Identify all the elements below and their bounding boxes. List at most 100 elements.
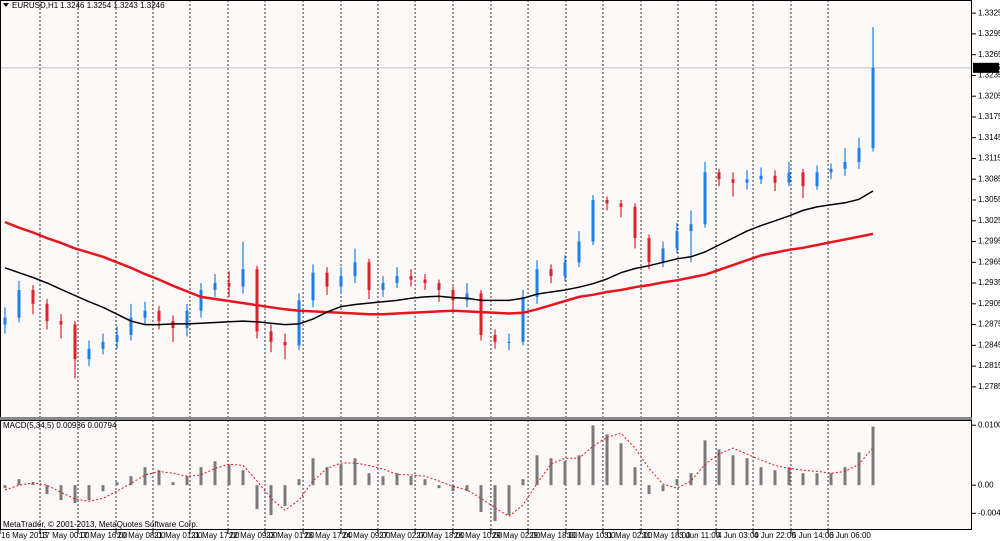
y-tick-label: 1.3205 (978, 91, 1000, 100)
candle-body (3, 317, 7, 325)
candle-body (157, 310, 161, 322)
moving-average (4, 220, 874, 316)
histogram-bar (759, 467, 763, 486)
histogram-bar (717, 449, 721, 486)
histogram-bar (857, 452, 861, 486)
candle-body (73, 324, 77, 360)
histogram-bar (605, 434, 609, 486)
y-tick-label: 1.3235 (978, 71, 1000, 80)
candle-body (717, 172, 721, 180)
x-tick-label: 6 Jun 06:00 (829, 531, 871, 540)
candle-body (563, 262, 567, 277)
candle-body (241, 269, 245, 287)
candle-body (605, 200, 609, 204)
histogram-bar (31, 482, 35, 486)
histogram-bar (731, 455, 735, 486)
histogram-bar (129, 476, 133, 486)
candle-body (521, 296, 525, 342)
candle-body (297, 300, 301, 346)
y-tick-label: 1.3025 (978, 216, 1000, 225)
candle-body (535, 269, 539, 297)
candle-body (759, 175, 763, 180)
histogram-bar (633, 467, 637, 486)
candle-body (311, 272, 315, 301)
histogram-bar (703, 440, 707, 486)
histogram-bar (45, 485, 49, 495)
histogram-bar (647, 485, 651, 495)
histogram-bar (241, 470, 245, 486)
y-tick-label: 1.3265 (978, 50, 1000, 59)
candle-body (339, 276, 343, 287)
histogram-bar (101, 485, 105, 492)
candle-body (619, 203, 623, 207)
histogram-bar (395, 473, 399, 486)
candle-body (17, 289, 21, 318)
candle-body (507, 341, 511, 343)
candle-body (493, 334, 497, 342)
histogram-bar (367, 473, 371, 486)
histogram-bar (773, 470, 777, 486)
x-tick-label: 17 May 00:00 (41, 531, 90, 540)
histogram-bar (339, 464, 343, 486)
histogram-bar (227, 464, 231, 486)
candle-body (353, 262, 357, 277)
candle-body (689, 224, 693, 232)
y-tick-label: 1.3175 (978, 112, 1000, 121)
y-tick-label: 1.3115 (978, 154, 1000, 163)
candle-body (745, 179, 749, 183)
x-tick-label: 20 May 08:00 (117, 531, 166, 540)
candle-body (675, 231, 679, 249)
histogram-bar (283, 485, 287, 507)
histogram-bar (815, 473, 819, 486)
x-tick-label: 31 May 02:00 (604, 531, 653, 540)
y-tick-label: 1.2845 (978, 340, 1000, 349)
x-tick-label: 31 May 18:00 (642, 531, 691, 540)
x-tick-label: 30 May 10:00 (567, 531, 616, 540)
candle-body (801, 172, 805, 187)
candle-body (87, 348, 91, 360)
histogram-bar (745, 458, 749, 486)
candle-body (549, 269, 553, 277)
price-tag-label: 1.3246 (976, 63, 1000, 72)
candle-body (647, 238, 651, 263)
chart-title: EURUSD,H1 (12, 1, 59, 10)
y-tick-label: 1.2785 (978, 382, 1000, 391)
histogram-bar (17, 479, 21, 486)
histogram-bar (451, 485, 455, 492)
histogram-bar (829, 473, 833, 486)
histogram-bar (381, 476, 385, 486)
candle-body (283, 341, 287, 346)
histogram-bar (535, 455, 539, 486)
histogram-bar (409, 476, 413, 486)
histogram-bar (563, 461, 567, 486)
candle-body (45, 303, 49, 322)
x-tick-label: 21 May 17:00 (191, 531, 240, 540)
candle-body (479, 293, 483, 335)
x-tick-label: 22 May 09:00 (229, 531, 278, 540)
x-tick-label: 29 May 02:00 (492, 531, 541, 540)
candle-body (731, 179, 735, 183)
histogram-bar (549, 458, 553, 486)
candle-body (129, 317, 133, 335)
candle-body (815, 172, 819, 187)
candle-body (787, 172, 791, 183)
histogram-bar (311, 458, 315, 486)
candle-body (773, 175, 777, 183)
y-tick-label: 1.2815 (978, 361, 1000, 370)
histogram-bar (619, 443, 623, 486)
candle-body (185, 310, 189, 329)
histogram-bar (465, 485, 469, 492)
histogram-bar (675, 479, 679, 486)
candle-body (423, 279, 427, 284)
candle-body (409, 276, 413, 280)
x-tick-label: 17 May 16:00 (79, 531, 128, 540)
candle-body (633, 206, 637, 239)
indicator-title: MACD(5,34,5) 0.00936 0.00794 (3, 421, 117, 430)
menu-arrow[interactable] (3, 3, 9, 7)
candle-body (591, 200, 595, 242)
x-tick-label: 16 May 2013 (1, 531, 48, 540)
histogram-bar (353, 458, 357, 486)
histogram-bar (255, 485, 259, 510)
